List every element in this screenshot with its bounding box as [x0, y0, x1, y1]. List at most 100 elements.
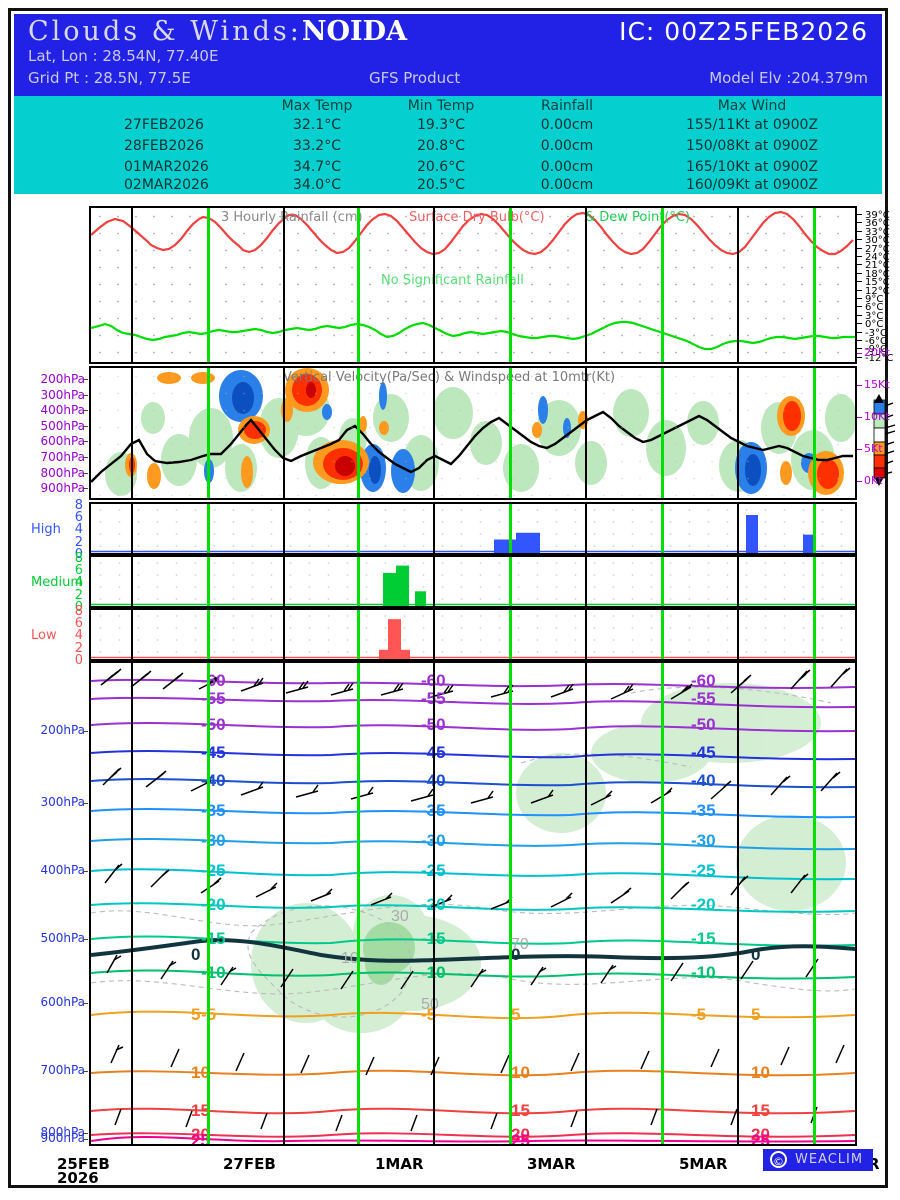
cloud-axis-tick: 0 — [74, 652, 83, 668]
isotherm-label: -20 — [201, 895, 226, 914]
vv-pressure-tick — [83, 410, 88, 412]
wind-scale-label: 20Kt — [864, 346, 890, 359]
vv-pressure-tick — [83, 394, 88, 396]
humidity-label: 70 — [511, 936, 529, 953]
page-title: Clouds & Winds:NOIDA — [28, 16, 408, 47]
cloud-axis-tick: 8 — [74, 551, 83, 566]
col-header-max-temp: Max Temp — [281, 98, 353, 114]
col-header-max-wind: Max Wind — [717, 98, 787, 114]
isotherm-label: -35 — [201, 801, 226, 820]
isotherm-label: 15 — [511, 1101, 530, 1120]
humidity-label: 30 — [391, 908, 409, 925]
temp-axis-label: 3°C — [865, 310, 884, 322]
cloud-axis-tick: 8 — [74, 604, 83, 619]
main-pressure-tick — [83, 731, 88, 732]
main-pressure-label: 500hPa — [40, 931, 85, 945]
high-cloud-bars — [91, 515, 855, 553]
title-drybulb: Surface Dry Bulb(°C) — [409, 210, 545, 225]
main-pressure-tick — [83, 1133, 88, 1134]
temp-axis-label: 12°C — [865, 285, 890, 297]
temp-axis-label: -12°C — [865, 352, 894, 364]
temp-axis-label: 9°C — [865, 294, 884, 305]
panel-vertical-velocity: Vertical Velocity(Pa/Sec) & Windspeed at… — [89, 366, 857, 500]
temp-axis-tick — [857, 348, 862, 350]
panel-winds-isotherms: -60-60-60-55-55-55-50-50-50-45-45-45-40-… — [89, 661, 857, 1146]
vv-dark-red-cores — [306, 382, 355, 476]
title-rainfall: 3 Hourly Rainfall (cm) — [221, 210, 363, 225]
main-pressure-label: 800hPa — [40, 1125, 85, 1139]
x-axis-label: 27FEB — [223, 1155, 276, 1173]
cell-max-wind: 160/09Kt at 0900Z — [685, 177, 819, 193]
temp-axis-label: 39°C — [865, 210, 890, 221]
latlon-label: Lat, Lon : 28.54N, 77.40E — [28, 47, 219, 65]
isotherm-label: 20 — [751, 1125, 770, 1144]
x-axis-label: 5MAR — [679, 1155, 728, 1173]
isotherm-label: 10 — [751, 1063, 770, 1082]
temp-axis-label: 33°C — [865, 226, 890, 238]
isotherm-label: -45 — [691, 743, 716, 762]
wind-scale-label: 10Kt — [864, 410, 890, 423]
temp-axis-label: 36°C — [865, 218, 890, 230]
temp-axis-tick — [857, 323, 862, 325]
wind-scale-tick — [857, 417, 862, 418]
isotherm-label: -10 — [201, 963, 226, 982]
copyright-icon: © — [770, 1151, 787, 1168]
dewpoint-trace — [91, 320, 855, 351]
isotherm-label: -45 — [201, 743, 226, 762]
x-axis-label: 3MAR — [527, 1155, 576, 1173]
cloud-level-name: High — [31, 522, 61, 537]
weaclim-logo: © WEACLIM — [763, 1149, 873, 1171]
cell-min-temp: 20.5°C — [417, 177, 465, 193]
vv-field — [91, 368, 855, 496]
temp-axis-label: -6°C — [865, 336, 887, 347]
product-label: GFS Product — [369, 69, 461, 87]
main-pressure-label: 300hPa — [40, 795, 85, 809]
cell-min-temp: 19.3°C — [417, 117, 465, 133]
cloud-bar — [415, 591, 426, 606]
cloud-axis-tick: 2 — [74, 534, 83, 550]
isotherm-label: -5 — [691, 1005, 706, 1024]
meteogram-frame: Clouds & Winds:NOIDA IC: 00Z25FEB2026 La… — [8, 8, 896, 1188]
isotherms-negative — [91, 678, 855, 1020]
isotherm-label: -5 — [421, 1005, 436, 1024]
isotherm-label: -15 — [201, 929, 226, 948]
dot-grid — [91, 208, 855, 362]
vv-pressure-label: 200hPa — [40, 372, 85, 386]
cell-rainfall: 0.00cm — [540, 138, 594, 154]
vv-pressure-label: 700hPa — [40, 450, 85, 464]
vv-pressure-label: 900hPa — [40, 481, 85, 496]
isotherm-label: -20 — [691, 895, 716, 914]
cloud-bar — [803, 534, 816, 553]
drybulb-trace — [91, 210, 854, 256]
vv-pressure-tick — [83, 441, 88, 443]
temp-axis-tick — [857, 314, 862, 316]
vv-pressure-label: 800hPa — [40, 465, 85, 480]
cell-max-temp: 33.2°C — [293, 138, 341, 154]
panel-low-cloud — [89, 608, 857, 661]
cell-date: 28FEB2026 — [124, 138, 204, 154]
temp-axis-tick — [857, 289, 862, 291]
no-rainfall-note: No Significant Rainfall — [381, 273, 524, 288]
logo-text: WEACLIM — [795, 1152, 864, 1167]
x-axis-year: 2026 — [57, 1169, 99, 1187]
isotherm-label: -25 — [691, 861, 716, 880]
header-banner: Clouds & Winds:NOIDA IC: 00Z25FEB2026 La… — [14, 14, 882, 96]
isotherm-label: 25 — [751, 1131, 770, 1144]
isotherm-label: 15 — [191, 1101, 210, 1120]
temp-axis-label: -3°C — [865, 327, 887, 339]
cloud-bar — [396, 565, 409, 606]
humidity-label: 10 — [341, 950, 359, 967]
isotherm-label: 5 — [751, 1005, 760, 1024]
temp-axis-label: 0°C — [865, 319, 884, 331]
windspeed-10m-trace — [91, 410, 853, 483]
isotherm-label: 10 — [191, 1063, 210, 1082]
temp-axis-tick — [857, 239, 862, 241]
temp-axis-tick — [857, 306, 862, 308]
col-header-min-temp: Min Temp — [407, 98, 475, 114]
isotherm-label: 10 — [511, 1063, 530, 1082]
isotherm-label: -25 — [201, 861, 226, 880]
cloud-axis-tick: 2 — [74, 640, 83, 656]
vv-pressure-label: 400hPa — [40, 403, 85, 418]
cloud-axis-tick: 8 — [74, 498, 83, 513]
cloud-axis-tick: 0 — [74, 546, 83, 562]
